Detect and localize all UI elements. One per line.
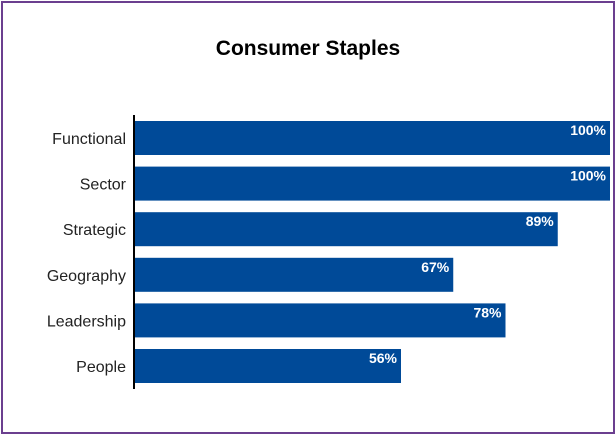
category-label-people: People bbox=[76, 359, 126, 376]
category-label-geography: Geography bbox=[47, 268, 126, 285]
bar-strategic bbox=[135, 212, 558, 247]
value-label-people: 56% bbox=[369, 350, 398, 366]
value-label-functional: 100% bbox=[570, 122, 606, 138]
value-label-strategic: 89% bbox=[526, 213, 555, 229]
category-label-leadership: Leadership bbox=[47, 313, 126, 330]
bar-leadership bbox=[135, 303, 506, 338]
category-label-functional: Functional bbox=[52, 131, 126, 148]
bar-geography bbox=[135, 257, 454, 292]
bar-people bbox=[135, 349, 401, 383]
bar-functional bbox=[135, 121, 610, 155]
value-label-geography: 67% bbox=[421, 259, 450, 275]
category-label-sector: Sector bbox=[80, 177, 127, 194]
bar-chart: Functional 100% Sector 100% Strategic 89% Geog… bbox=[47, 115, 610, 389]
value-label-sector: 100% bbox=[570, 168, 606, 184]
bar-sector bbox=[135, 166, 610, 201]
bars-group: Functional 100% Sector 100% Strategic 89% Geog… bbox=[47, 121, 610, 383]
chart-title: Consumer Staples bbox=[215, 37, 401, 60]
value-label-leadership: 78% bbox=[473, 304, 502, 320]
category-label-strategic: Strategic bbox=[63, 222, 126, 239]
